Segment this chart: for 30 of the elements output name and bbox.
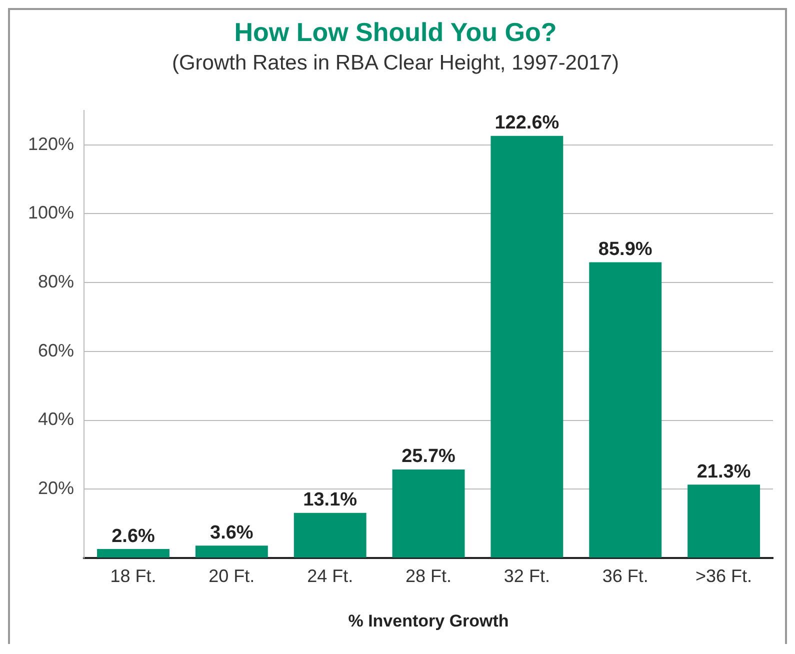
data-label: 21.3% xyxy=(696,461,751,482)
chart-title: How Low Should You Go? xyxy=(234,16,557,47)
y-tick-label: 100% xyxy=(28,202,74,223)
chart-subtitle: (Growth Rates in RBA Clear Height, 1997-2017) xyxy=(172,52,620,75)
x-tick-label: 18 Ft. xyxy=(110,566,156,586)
bar xyxy=(688,484,760,558)
x-tick-label: >36 Ft. xyxy=(696,566,752,586)
data-label: 122.6% xyxy=(494,112,560,134)
data-label: 85.9% xyxy=(598,238,652,260)
data-label: 3.6% xyxy=(210,522,254,544)
data-label: 25.7% xyxy=(402,446,456,468)
bar xyxy=(392,470,465,558)
x-tick-label: 32 Ft. xyxy=(504,566,550,586)
data-label: 13.1% xyxy=(303,490,358,511)
data-label: 2.6% xyxy=(112,526,156,547)
x-tick-label: 36 Ft. xyxy=(602,566,648,586)
y-tick-label: 60% xyxy=(38,340,74,360)
x-axis-title: % Inventory Growth xyxy=(348,611,509,630)
y-tick-label: 80% xyxy=(38,272,74,292)
bar xyxy=(294,512,366,558)
x-tick-label: 28 Ft. xyxy=(406,566,452,586)
bar xyxy=(490,136,564,558)
y-tick-label: 40% xyxy=(38,409,74,430)
x-tick-label: 20 Ft. xyxy=(208,566,255,586)
x-tick-label: 24 Ft. xyxy=(307,566,354,586)
y-tick-label: 120% xyxy=(28,134,74,154)
y-tick-label: 20% xyxy=(38,478,74,498)
bar xyxy=(195,546,268,558)
bar xyxy=(97,549,170,558)
bar xyxy=(589,262,662,558)
